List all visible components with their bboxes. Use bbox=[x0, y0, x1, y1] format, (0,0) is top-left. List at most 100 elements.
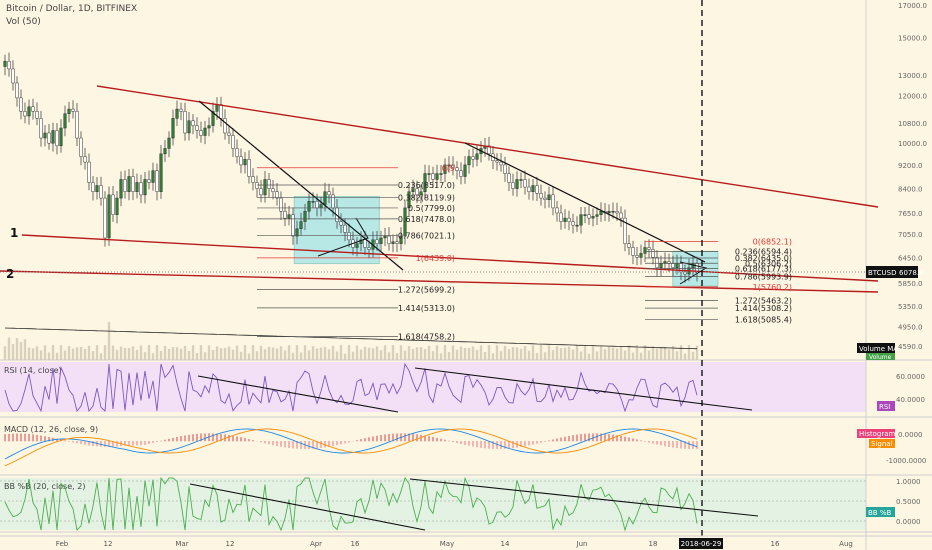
volume-bar bbox=[83, 349, 87, 360]
trendline-may bbox=[464, 142, 706, 263]
candle-body bbox=[599, 211, 603, 215]
fib-right-level-label: 0(6852.1) bbox=[753, 238, 792, 247]
volume-bar bbox=[95, 345, 99, 360]
volume-bar bbox=[667, 349, 671, 360]
macd-histogram-bar bbox=[548, 440, 550, 442]
candle-body bbox=[503, 164, 507, 174]
volume-bar bbox=[643, 345, 647, 360]
volume-bar bbox=[343, 353, 347, 360]
bb-trendline-1 bbox=[189, 483, 426, 531]
volume-bar bbox=[367, 347, 371, 360]
macd-histogram-bar bbox=[312, 441, 314, 449]
macd-histogram-bar bbox=[232, 435, 234, 442]
candle-body bbox=[539, 193, 543, 199]
candle-body bbox=[631, 247, 635, 256]
volume-bar bbox=[39, 350, 43, 360]
candle-body bbox=[67, 108, 71, 114]
time-axis-label: 12 bbox=[226, 540, 235, 548]
macd-histogram-bar bbox=[136, 441, 138, 446]
volume-bar bbox=[63, 350, 67, 360]
volume-bar bbox=[223, 347, 227, 360]
candle-body bbox=[47, 132, 51, 144]
macd-histogram-bar bbox=[244, 438, 246, 442]
volume-bar bbox=[187, 350, 191, 360]
candle-body bbox=[391, 241, 395, 244]
macd-histogram-bar bbox=[488, 441, 490, 449]
volume-bar bbox=[499, 351, 503, 360]
time-axis-highlight-label: 2018-06-29 bbox=[681, 540, 722, 548]
candle-body bbox=[415, 188, 419, 196]
price-tick-label: 7650.0 bbox=[898, 210, 923, 218]
candle-body bbox=[303, 211, 307, 222]
macd-histogram-bar bbox=[536, 441, 538, 444]
macd-histogram-bar bbox=[196, 433, 198, 442]
candle-body bbox=[243, 159, 247, 166]
candle-body bbox=[15, 82, 19, 99]
macd-histogram-bar bbox=[444, 439, 446, 442]
macd-histogram-bar bbox=[560, 437, 562, 442]
macd-histogram-bar bbox=[336, 441, 338, 446]
macd-histogram-bar bbox=[8, 433, 10, 442]
macd-signal-line bbox=[4, 428, 698, 467]
candle-body bbox=[247, 159, 251, 177]
candle-body bbox=[275, 191, 279, 199]
macd-histogram-bar bbox=[588, 433, 590, 442]
candle-body bbox=[367, 247, 371, 250]
candle-body bbox=[499, 161, 503, 166]
macd-histogram-bar bbox=[76, 441, 78, 444]
volume-bar bbox=[139, 345, 143, 360]
volume-bar bbox=[623, 350, 627, 360]
macd-tick-label: 0.0000 bbox=[898, 431, 923, 439]
candle-body bbox=[199, 130, 203, 136]
volume-bar bbox=[79, 346, 83, 360]
macd-histogram-bar bbox=[672, 441, 674, 448]
candle-body bbox=[387, 235, 391, 244]
fib-left-level-label: 1.414(5313.0) bbox=[398, 304, 455, 313]
candle-body bbox=[83, 156, 87, 163]
volume-bar bbox=[619, 346, 623, 360]
volume-bar bbox=[567, 346, 571, 360]
macd-histogram-bar bbox=[92, 441, 94, 446]
macd-histogram-bar bbox=[644, 441, 646, 442]
macd-histogram-bar bbox=[300, 441, 302, 449]
fib-left-level-label: 0.5(7799.0) bbox=[408, 204, 455, 213]
candle-body bbox=[403, 207, 407, 237]
macd-histogram-bar bbox=[168, 438, 170, 442]
candle-body bbox=[551, 194, 555, 209]
candle-body bbox=[315, 201, 319, 209]
macd-histogram-bar bbox=[24, 433, 26, 442]
volume-bar bbox=[135, 349, 139, 360]
volume-bar bbox=[111, 345, 115, 360]
time-axis-label: 14 bbox=[501, 540, 510, 548]
candle-body bbox=[75, 111, 79, 139]
triangle-pattern-april bbox=[317, 217, 369, 257]
last-price-label-bg bbox=[866, 266, 918, 278]
candle-body bbox=[139, 182, 143, 196]
macd-histogram-bar bbox=[448, 440, 450, 442]
volume-bar bbox=[531, 345, 535, 360]
macd-histogram-bar bbox=[524, 441, 526, 447]
candle-body bbox=[27, 106, 31, 117]
fib-right-level-label: 0.5(6306.2) bbox=[745, 259, 792, 268]
candle-body bbox=[131, 176, 135, 192]
macd-histogram-bar bbox=[528, 441, 530, 446]
chart-title: Bitcoin / Dollar, 1D, BITFINEX bbox=[6, 4, 138, 14]
volume-bar bbox=[383, 345, 387, 360]
volume-bar bbox=[571, 349, 575, 360]
macd-histogram-bar bbox=[600, 433, 602, 442]
volume-bar bbox=[183, 345, 187, 360]
volume-ma-badge-bg bbox=[857, 343, 895, 353]
macd-line bbox=[4, 428, 698, 460]
macd-histogram-bar bbox=[324, 441, 326, 448]
volume-bar bbox=[211, 350, 215, 360]
candle-body bbox=[71, 108, 75, 112]
volume-bar bbox=[7, 337, 11, 360]
macd-histogram-bar bbox=[28, 434, 30, 442]
volume-bar bbox=[363, 346, 367, 360]
macd-histogram-bar bbox=[460, 441, 462, 444]
fib-right-level-label: 0.236(6594.4) bbox=[735, 248, 792, 257]
candle-body bbox=[95, 185, 99, 192]
candle-body bbox=[339, 221, 343, 226]
candle-body bbox=[343, 224, 347, 233]
